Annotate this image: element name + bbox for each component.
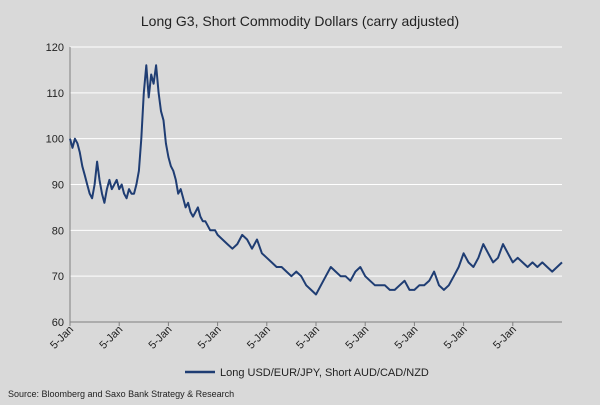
y-tick-label-60: 60 — [52, 317, 64, 329]
legend: Long USD/EUR/JPY, Short AUD/CAD/NZD — [185, 367, 429, 379]
y-tick-label-70: 70 — [52, 271, 64, 283]
y-tick-label-80: 80 — [52, 225, 64, 237]
y-tick-label-90: 90 — [52, 180, 64, 192]
source-note: Source: Bloomberg and Saxo Bank Strategy… — [8, 389, 234, 399]
legend-label: Long USD/EUR/JPY, Short AUD/CAD/NZD — [220, 367, 429, 379]
y-tick-label-120: 120 — [46, 42, 64, 54]
chart-title: Long G3, Short Commodity Dollars (carry … — [141, 13, 459, 29]
series-line-0 — [69, 64, 563, 296]
series-layer — [69, 64, 563, 296]
y-tick-label-100: 100 — [46, 134, 64, 146]
y-tick-label-110: 110 — [46, 88, 64, 100]
